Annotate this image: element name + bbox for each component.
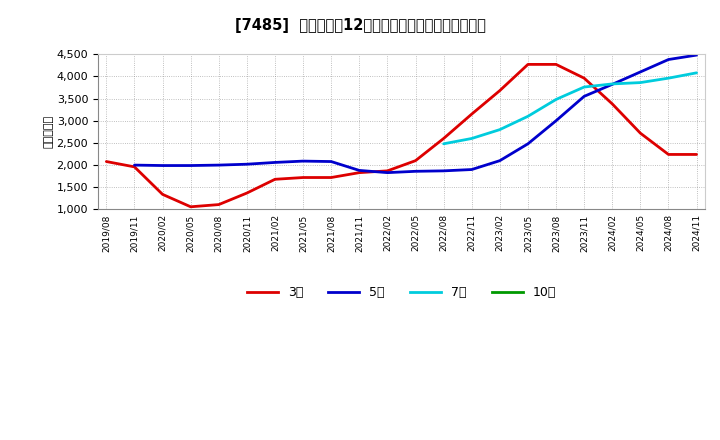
3年 <box>102 159 111 164</box>
5年 <box>608 82 616 87</box>
5年 <box>692 52 701 58</box>
7年 <box>552 97 560 102</box>
3年 <box>130 164 139 169</box>
5年 <box>552 118 560 123</box>
5年 <box>439 168 448 173</box>
7年 <box>580 84 588 90</box>
5年 <box>130 162 139 168</box>
3年 <box>692 152 701 157</box>
3年 <box>439 136 448 141</box>
5年 <box>299 158 307 164</box>
5年 <box>215 162 223 168</box>
3年 <box>636 131 644 136</box>
3年 <box>299 175 307 180</box>
5年 <box>495 158 504 163</box>
7年 <box>495 127 504 132</box>
5年 <box>580 94 588 99</box>
Line: 3年: 3年 <box>107 64 696 207</box>
3年 <box>215 202 223 207</box>
3年 <box>186 204 195 209</box>
3年 <box>580 76 588 81</box>
Text: [7485]  当期純利益12か月移動合計の標準偏差の推移: [7485] 当期純利益12か月移動合計の標準偏差の推移 <box>235 18 485 33</box>
5年 <box>664 57 672 62</box>
Line: 5年: 5年 <box>135 55 696 172</box>
3年 <box>327 175 336 180</box>
5年 <box>355 168 364 173</box>
7年 <box>439 141 448 147</box>
5年 <box>327 159 336 164</box>
7年 <box>608 81 616 87</box>
7年 <box>636 80 644 85</box>
3年 <box>495 88 504 93</box>
5年 <box>636 70 644 75</box>
Line: 7年: 7年 <box>444 73 696 144</box>
5年 <box>158 163 167 168</box>
3年 <box>552 62 560 67</box>
3年 <box>467 111 476 117</box>
3年 <box>383 168 392 173</box>
3年 <box>243 191 251 196</box>
5年 <box>271 160 279 165</box>
3年 <box>608 101 616 106</box>
3年 <box>355 170 364 175</box>
Y-axis label: （百万円）: （百万円） <box>44 115 54 148</box>
3年 <box>158 192 167 197</box>
7年 <box>692 70 701 76</box>
3年 <box>411 158 420 163</box>
5年 <box>243 161 251 167</box>
3年 <box>664 152 672 157</box>
5年 <box>383 170 392 175</box>
5年 <box>411 169 420 174</box>
Legend: 3年, 5年, 7年, 10年: 3年, 5年, 7年, 10年 <box>242 281 562 304</box>
3年 <box>271 176 279 182</box>
5年 <box>186 163 195 168</box>
5年 <box>523 141 532 147</box>
3年 <box>523 62 532 67</box>
7年 <box>664 76 672 81</box>
7年 <box>523 114 532 119</box>
5年 <box>467 167 476 172</box>
7年 <box>467 136 476 141</box>
